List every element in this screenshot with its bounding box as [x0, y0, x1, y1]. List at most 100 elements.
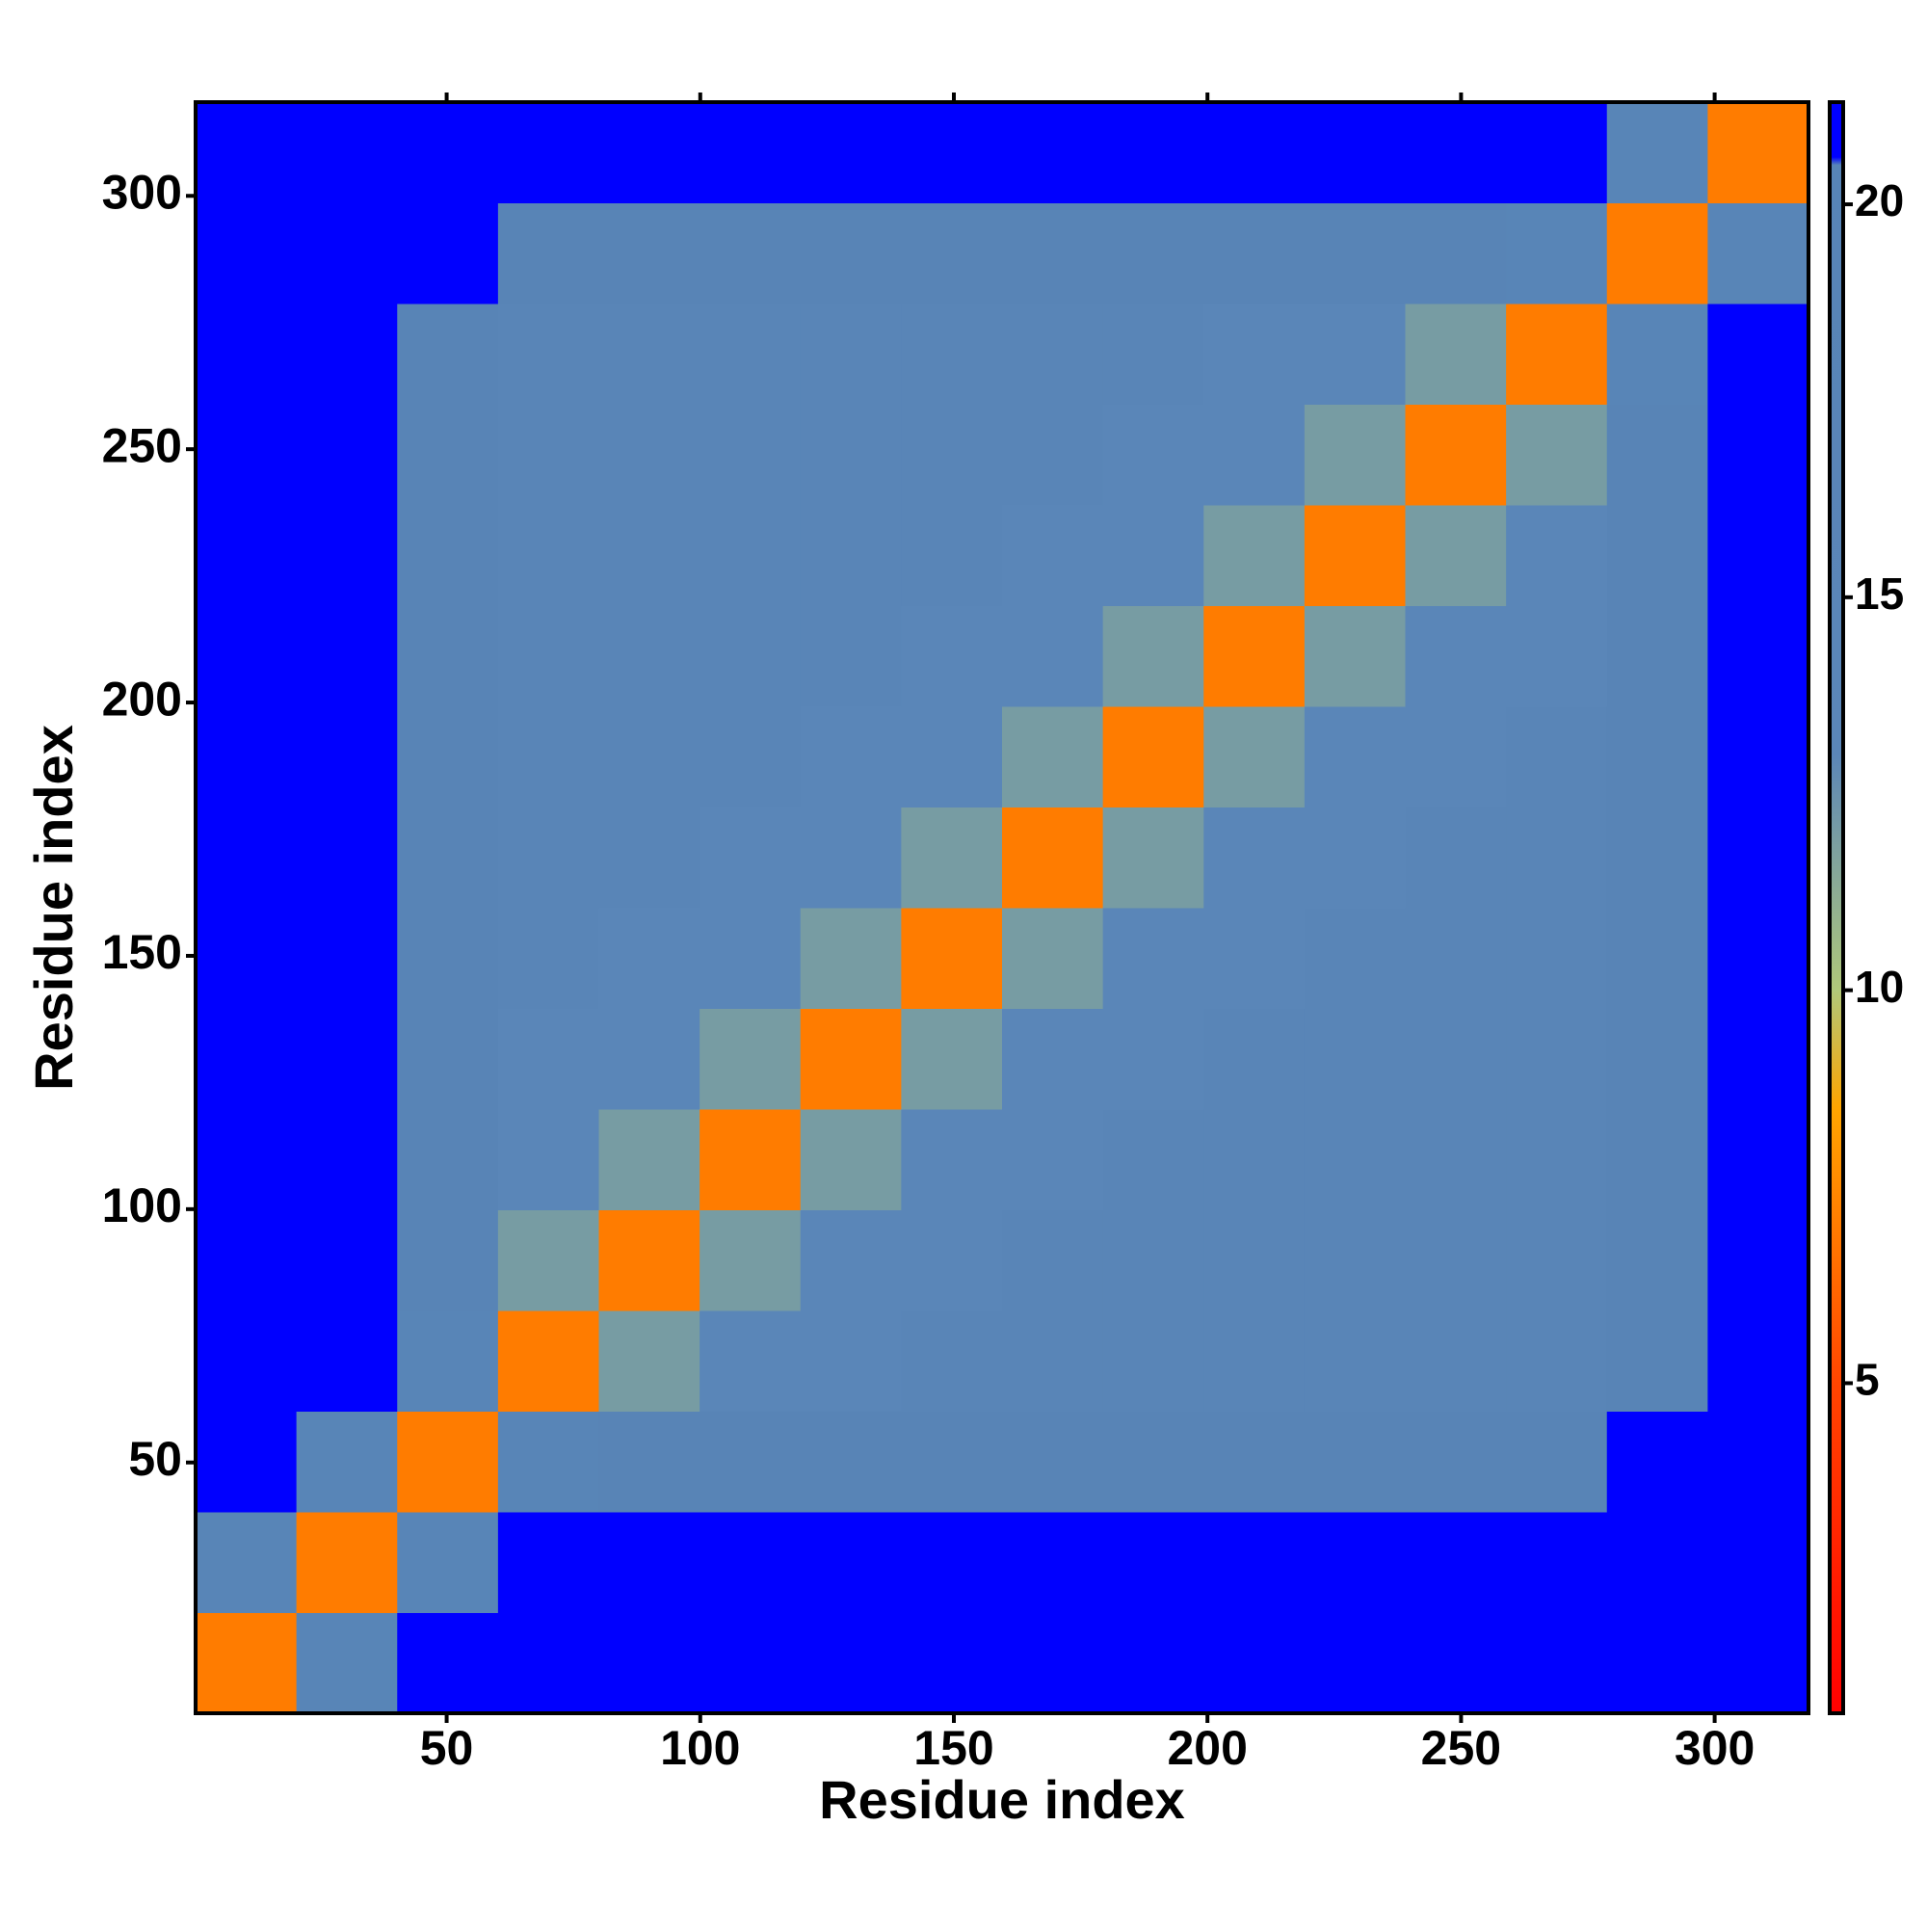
- heatmap-cell: [901, 102, 1003, 203]
- heatmap-cell: [1002, 706, 1104, 807]
- heatmap-cell: [196, 1310, 298, 1412]
- heatmap-cell: [1002, 1008, 1104, 1110]
- heatmap-cell: [700, 102, 802, 203]
- heatmap-cell: [296, 1310, 398, 1412]
- heatmap-cell: [196, 1411, 298, 1513]
- x-tick-label: 250: [1421, 1721, 1501, 1775]
- heatmap-cell: [700, 1612, 802, 1714]
- heatmap-cell: [1304, 1310, 1406, 1412]
- heatmap-cell: [598, 1109, 700, 1210]
- heatmap-cell: [296, 605, 398, 707]
- heatmap-cell: [1102, 807, 1204, 909]
- heatmap-cell: [1606, 102, 1708, 203]
- heatmap-cell: [1002, 908, 1104, 1009]
- heatmap-cell: [800, 202, 902, 304]
- heatmap-cell: [1304, 202, 1406, 304]
- heatmap-cell: [1002, 1109, 1104, 1210]
- heatmap-cell: [901, 1008, 1003, 1110]
- heatmap-cell: [1606, 1411, 1708, 1513]
- heatmap-cell: [1405, 1411, 1507, 1513]
- heatmap-cell: [1203, 202, 1306, 304]
- heatmap-cell: [397, 807, 499, 909]
- heatmap-cell: [196, 304, 298, 405]
- heatmap-cell: [296, 1512, 398, 1613]
- heatmap-cell: [296, 505, 398, 606]
- heatmap-cell: [397, 404, 499, 506]
- heatmap-cell: [1606, 1209, 1708, 1311]
- heatmap-cell: [1606, 404, 1708, 506]
- heatmap-cell: [1203, 807, 1306, 909]
- heatmap-cell: [1405, 908, 1507, 1009]
- heatmap-cell: [1304, 807, 1406, 909]
- heatmap-cell: [1102, 202, 1204, 304]
- heatmap-cell: [1606, 202, 1708, 304]
- heatmap-cell: [1707, 1008, 1809, 1110]
- heatmap-cell: [196, 1612, 298, 1714]
- heatmap-cell: [1707, 605, 1809, 707]
- heatmap-cell: [1304, 102, 1406, 203]
- heatmap-cell: [1102, 505, 1204, 606]
- heatmap-cell: [1707, 1209, 1809, 1311]
- heatmap-cell: [1002, 1411, 1104, 1513]
- heatmap-cell: [1203, 1310, 1306, 1412]
- heatmap-cell: [296, 807, 398, 909]
- heatmap-cell: [1304, 908, 1406, 1009]
- heatmap-cell: [800, 102, 902, 203]
- heatmap-cell: [196, 706, 298, 807]
- heatmap-cell: [700, 505, 802, 606]
- heatmap-cell: [1506, 706, 1608, 807]
- x-tick-label: 150: [913, 1721, 993, 1775]
- heatmap-cell: [598, 1209, 700, 1311]
- y-axis-label: Residue index: [23, 725, 84, 1091]
- heatmap-cell: [1002, 605, 1104, 707]
- heatmap-cell: [800, 706, 902, 807]
- heatmap-cell: [196, 807, 298, 909]
- heatmap-cell: [497, 304, 599, 405]
- heatmap-cell: [296, 1209, 398, 1311]
- heatmap-cell: [1203, 605, 1306, 707]
- heatmap-cell: [1203, 102, 1306, 203]
- heatmap-cell: [598, 304, 700, 405]
- heatmap-cell: [1102, 1411, 1204, 1513]
- x-axis-label: Residue index: [819, 1769, 1185, 1830]
- heatmap-cell: [700, 807, 802, 909]
- heatmap-cell: [1203, 505, 1306, 606]
- heatmap-cell: [800, 1109, 902, 1210]
- heatmap-cell: [397, 908, 499, 1009]
- heatmap-cell: [497, 706, 599, 807]
- heatmap-cell: [1606, 505, 1708, 606]
- heatmap-cell: [1405, 505, 1507, 606]
- heatmap-cell: [296, 102, 398, 203]
- heatmap-cell: [800, 505, 902, 606]
- heatmap-cell: [598, 1310, 700, 1412]
- heatmap-cell: [1002, 1310, 1104, 1412]
- heatmap-cell: [497, 1411, 599, 1513]
- colorbar-tick-label: 5: [1855, 1355, 1880, 1405]
- heatmap-cell: [1506, 1008, 1608, 1110]
- heatmap-cell: [1304, 1008, 1406, 1110]
- heatmap-cell: [1405, 404, 1507, 506]
- y-tick-label: 250: [102, 418, 182, 472]
- heatmap-cell: [296, 908, 398, 1009]
- heatmap-cell: [497, 202, 599, 304]
- heatmap-cell: [800, 1512, 902, 1613]
- heatmap-cell: [700, 202, 802, 304]
- heatmap-cell: [1707, 1512, 1809, 1613]
- heatmap-cell: [1102, 1310, 1204, 1412]
- heatmap-cell: [800, 1310, 902, 1412]
- heatmap-cell: [1405, 304, 1507, 405]
- heatmap-cell: [397, 1008, 499, 1110]
- heatmap-cell: [1606, 605, 1708, 707]
- heatmap-cell: [598, 807, 700, 909]
- colorbar: [1828, 100, 1845, 1715]
- heatmap-cell: [196, 605, 298, 707]
- heatmap-cell: [1405, 202, 1507, 304]
- x-tick-label: 300: [1675, 1721, 1755, 1775]
- heatmap-cell: [901, 404, 1003, 506]
- y-tick-label: 200: [102, 672, 182, 726]
- heatmap-cell: [1405, 1008, 1507, 1110]
- heatmap-cell: [598, 605, 700, 707]
- heatmap-cell: [1203, 1109, 1306, 1210]
